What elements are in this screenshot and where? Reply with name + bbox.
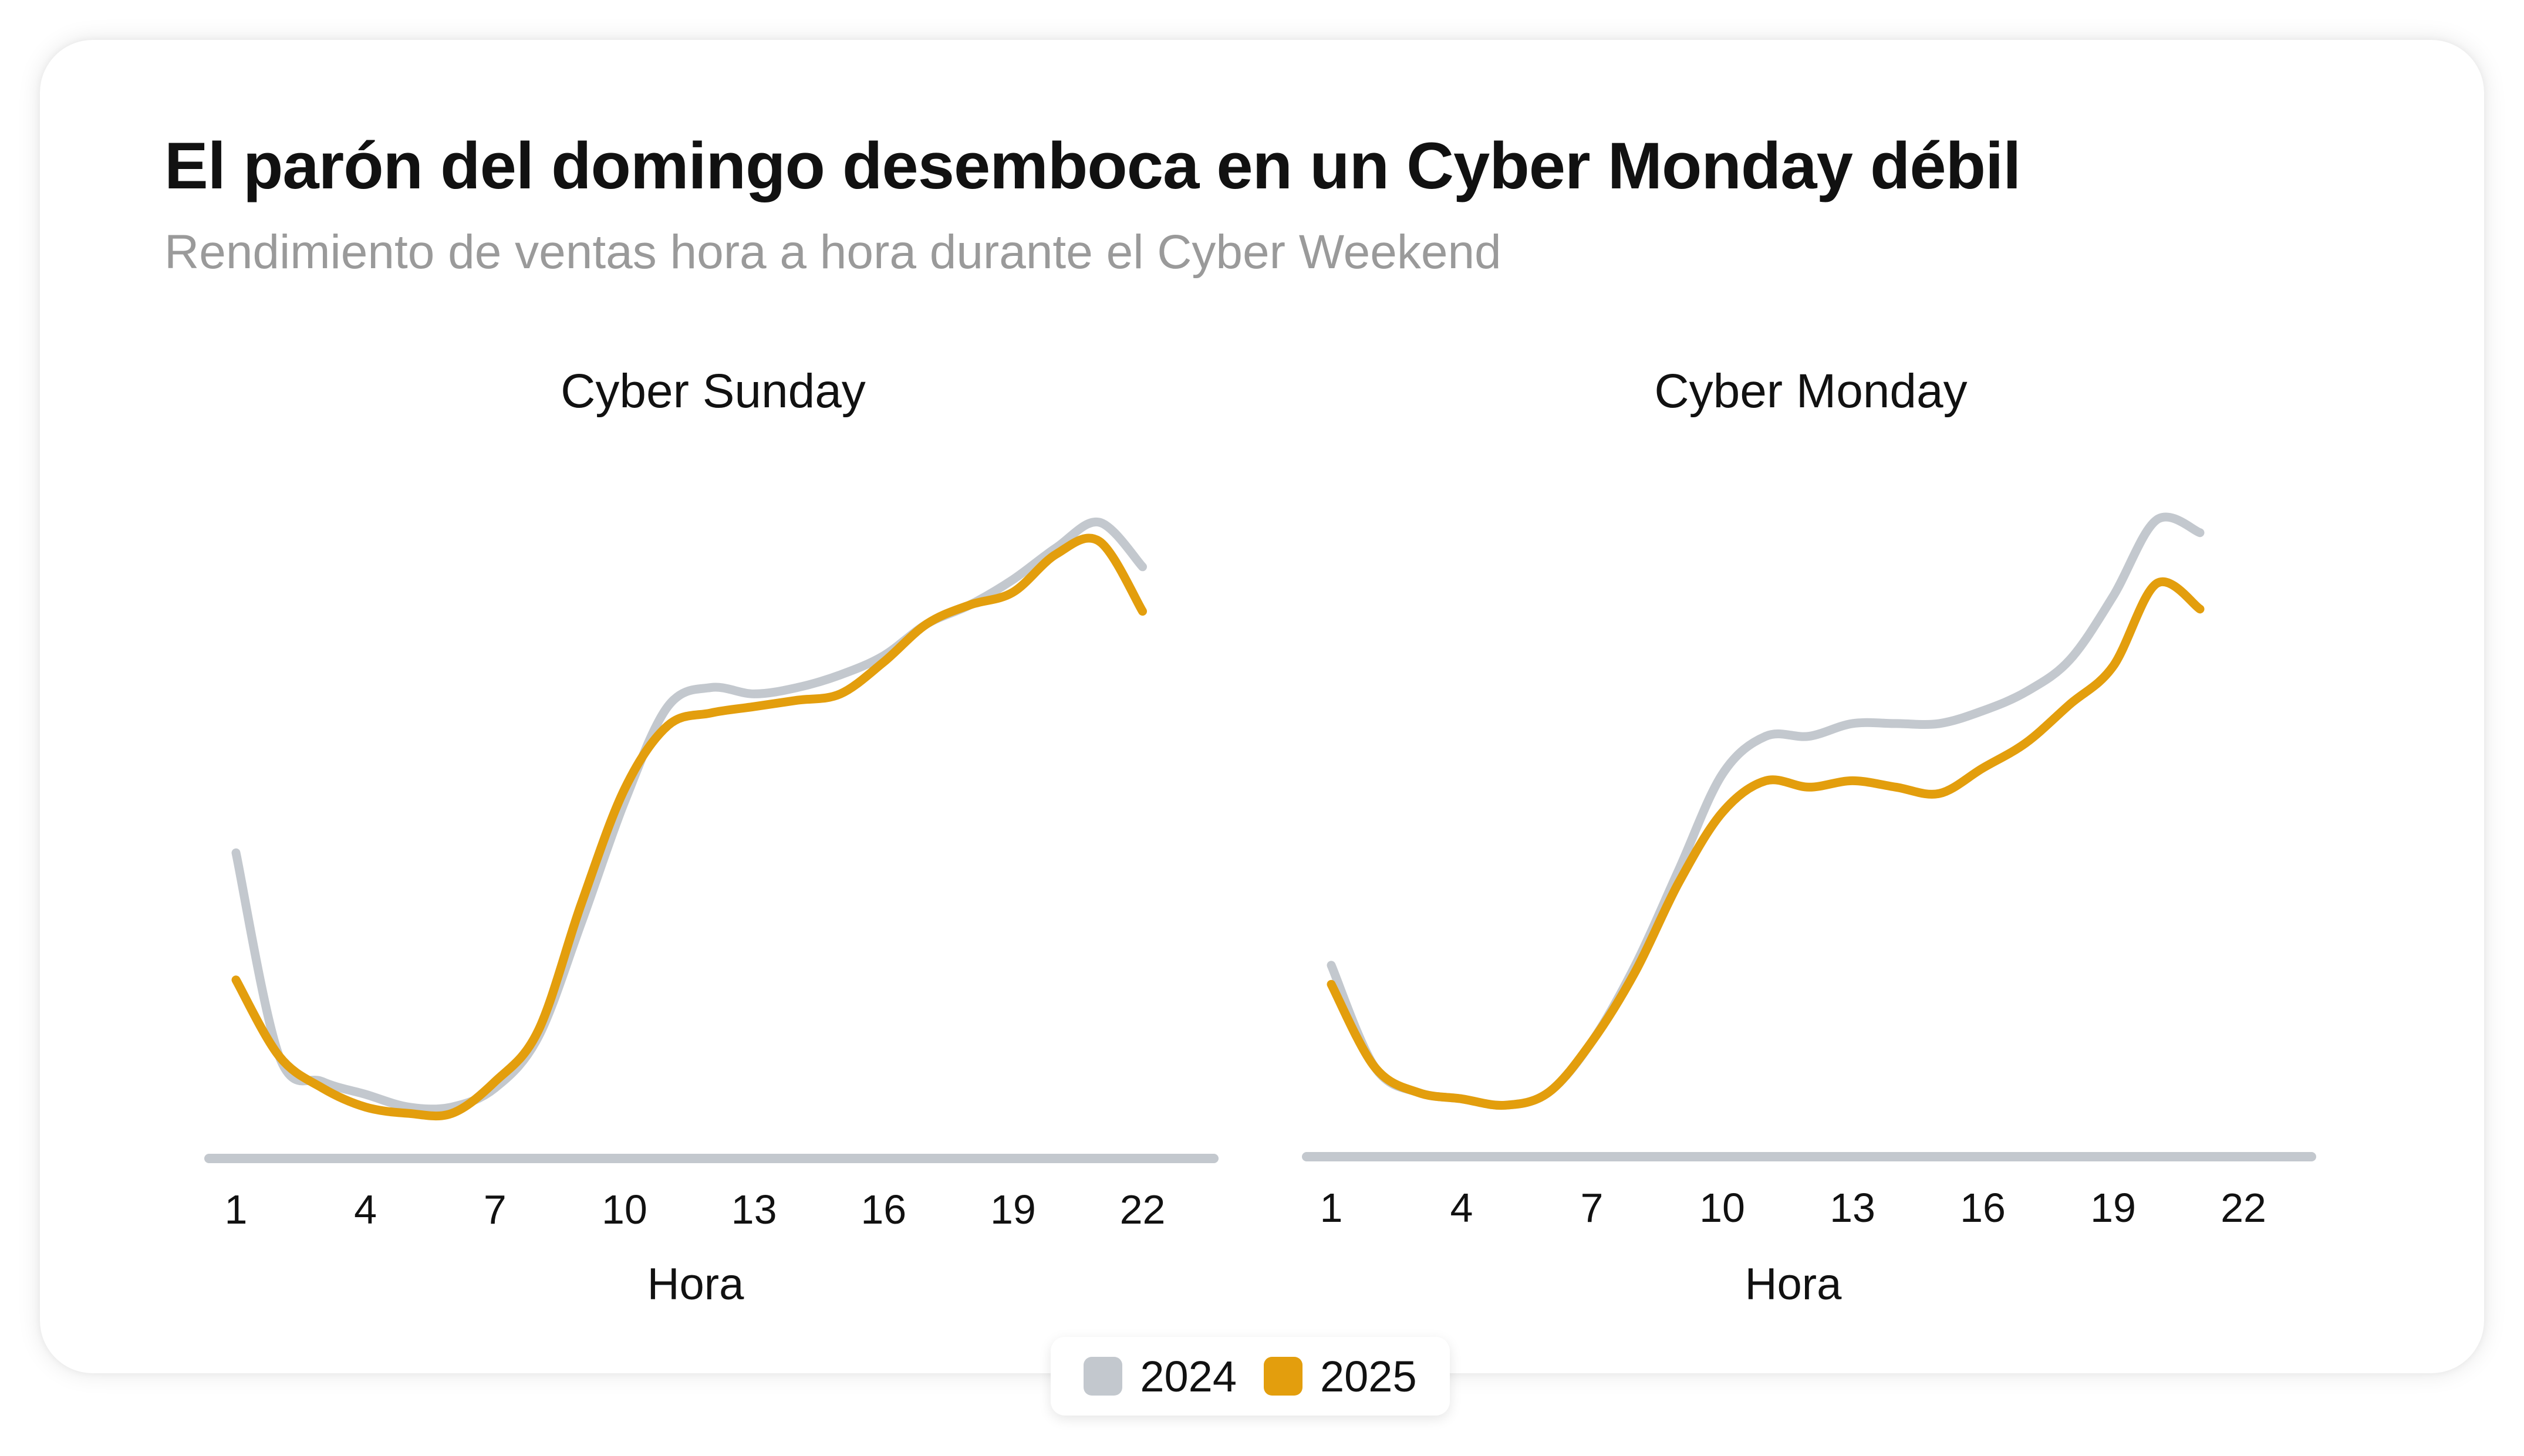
x-tick-label: 13 [731, 1187, 777, 1232]
panel-cyber-monday: 1 4 7 10 13 16 19 22 [1302, 512, 2316, 1231]
x-axis-title-cyber-monday: Hora [1744, 1259, 1842, 1309]
legend-label-2024: 2024 [1140, 1352, 1237, 1401]
x-tick-label: 22 [2221, 1185, 2266, 1231]
x-tick-label: 10 [1699, 1185, 1745, 1231]
chart-subtitle: Rendimiento de ventas hora a hora durant… [164, 225, 1501, 279]
legend-swatch-2024 [1084, 1357, 1123, 1396]
legend-label-2025: 2025 [1320, 1352, 1417, 1401]
x-tick-label: 1 [1320, 1185, 1343, 1231]
chart-card [40, 40, 2484, 1373]
panel-title-cyber-monday: Cyber Monday [1654, 364, 1968, 418]
legend-item-2024: 2024 [1084, 1352, 1237, 1401]
x-tick-label: 7 [484, 1187, 507, 1232]
series-line-2025 [231, 533, 1147, 1121]
legend-item-2025: 2025 [1264, 1352, 1417, 1401]
chart-title: El parón del domingo desemboca en un Cyb… [164, 129, 2021, 202]
x-tick-label: 7 [1581, 1185, 1604, 1231]
x-tick-label: 4 [354, 1187, 377, 1232]
series-line-2024 [1327, 512, 2205, 1110]
x-tick-label: 16 [861, 1187, 906, 1232]
panel-title-cyber-sunday: Cyber Sunday [561, 364, 866, 418]
legend: 2024 2025 [1051, 1337, 1450, 1416]
panel-cyber-sunday: 1 4 7 10 13 16 19 22 [204, 517, 1219, 1232]
x-tick-label: 16 [1960, 1185, 2006, 1231]
x-tick-label: 22 [1120, 1187, 1166, 1232]
series-line-2024 [231, 517, 1147, 1114]
legend-swatch-2025 [1264, 1357, 1303, 1396]
x-tick-label: 10 [602, 1187, 647, 1232]
x-tick-label: 1 [225, 1187, 248, 1232]
x-tick-label: 4 [1450, 1185, 1473, 1231]
x-axis-title-cyber-sunday: Hora [647, 1259, 744, 1309]
series-line-2025 [1327, 577, 2205, 1110]
x-tick-label: 13 [1830, 1185, 1875, 1231]
x-tick-label: 19 [2090, 1185, 2136, 1231]
x-tick-label: 19 [990, 1187, 1036, 1232]
